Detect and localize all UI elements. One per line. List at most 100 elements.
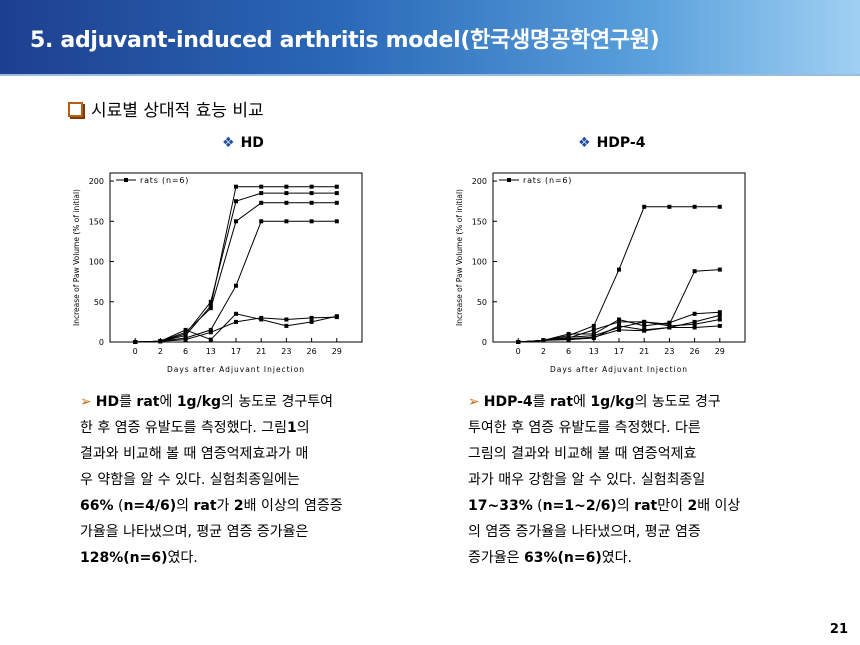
data-point [234, 219, 238, 224]
x-axis-label: Days after Adjuvant Injection [167, 365, 305, 374]
data-point [717, 317, 722, 322]
description-line: 우 약함을 알 수 있다. 실험최종일에는 [80, 472, 300, 488]
data-point [334, 315, 339, 320]
y-axis-label: Increase of Paw Volume (% of initial) [455, 189, 464, 326]
x-tick-label: 13 [589, 347, 599, 356]
data-point [309, 184, 314, 189]
section-heading: 시료별 상대적 효능 비교 [68, 96, 264, 121]
diamond-bullet-icon: ❖ [222, 135, 235, 151]
chart-caption-label: HD [240, 135, 264, 151]
data-point [208, 306, 213, 311]
data-point [717, 323, 722, 328]
data-point [717, 310, 722, 315]
x-tick-label: 23 [281, 347, 291, 356]
data-point [566, 332, 571, 336]
data-point [158, 339, 163, 344]
chart-hd: 0 50 100 150 200 0 2 6 13 17 21 23 26 29 Days after Ad… [70, 165, 370, 380]
y-tick-label: 0 [482, 338, 487, 347]
chart-caption-hd: ❖ HD [222, 135, 264, 151]
data-point [541, 338, 546, 343]
x-tick-label: 13 [206, 347, 216, 356]
data-point [309, 219, 314, 224]
description-hdp4: ➢ HDP-4를 rat에 1g/kg의 농도로 경구 투여한 후 염증 유발도를 … [468, 389, 798, 571]
data-point [259, 191, 264, 196]
data-point [591, 335, 596, 340]
slide-title: 5. adjuvant-induced arthritis model(한국생명… [30, 28, 660, 53]
data-point [642, 204, 647, 209]
data-point [667, 204, 672, 209]
legend-marker [124, 178, 128, 182]
description-line: 과가 매우 강함을 알 수 있다. 실험최종일 [468, 472, 706, 488]
legend-label: rats (n=6) [140, 176, 189, 185]
y-tick-label: 200 [472, 177, 487, 186]
data-point [234, 319, 238, 324]
data-point [334, 219, 339, 224]
data-point [566, 336, 571, 341]
section-title: 시료별 상대적 효능 비교 [91, 101, 264, 121]
data-point [642, 319, 647, 324]
plot-frame [109, 172, 363, 343]
data-point [183, 330, 188, 335]
data-point [667, 320, 672, 325]
x-tick-label: 21 [256, 347, 266, 356]
data-point [259, 184, 264, 189]
x-tick-label: 23 [664, 347, 674, 356]
data-point [234, 283, 238, 288]
data-point [208, 299, 213, 304]
data-point [692, 319, 697, 324]
data-point [208, 327, 213, 332]
data-point [334, 184, 339, 189]
arrow-bullet-icon: ➢ [80, 394, 92, 410]
data-point [259, 315, 264, 320]
x-tick-label: 0 [133, 347, 138, 356]
description-line: 그림의 결과와 비교해 볼 때 염증억제효 [468, 446, 697, 462]
data-point [234, 184, 238, 189]
data-point [617, 267, 621, 272]
data-point [591, 327, 596, 332]
data-point [183, 337, 188, 342]
data-point [208, 330, 213, 335]
y-tick-label: 200 [89, 177, 104, 186]
y-tick-label: 150 [89, 217, 104, 226]
x-tick-label: 17 [231, 347, 241, 356]
data-point [309, 315, 314, 320]
data-point [692, 322, 697, 327]
description-line: 결과와 비교해 볼 때 염증억제효과가 매 [80, 446, 309, 462]
data-point [284, 184, 289, 189]
description-line: ➢ HDP-4를 rat에 1g/kg의 농도로 경구 [468, 394, 721, 410]
y-tick-label: 0 [99, 338, 104, 347]
header-divider [0, 74, 860, 76]
data-point [617, 317, 621, 322]
data-point [208, 337, 213, 342]
data-point [692, 325, 697, 330]
y-axis-label: Increase of Paw Volume (% of initial) [72, 189, 81, 326]
x-tick-label: 0 [516, 347, 521, 356]
data-point [717, 313, 722, 318]
data-point [284, 323, 289, 328]
data-point [617, 325, 621, 330]
data-point [284, 219, 289, 224]
x-tick-label: 6 [183, 347, 188, 356]
data-point [259, 219, 264, 224]
plot-frame [492, 172, 746, 343]
x-tick-label: 17 [614, 347, 624, 356]
description-hd: ➢ HD를 rat에 1g/kg의 농도로 경구투여 한 후 염증 유발도를 측정했… [80, 389, 410, 571]
x-tick-label: 29 [715, 347, 725, 356]
data-point [133, 340, 138, 344]
x-tick-label: 6 [566, 347, 571, 356]
data-point [309, 200, 314, 205]
description-line: 128%(n=6)였다. [80, 550, 198, 566]
data-point [642, 328, 647, 333]
description-line: 가율을 나타냈으며, 평균 염증 증가율은 [80, 524, 309, 540]
data-point [309, 319, 314, 324]
legend-marker [507, 178, 511, 182]
data-point [183, 327, 188, 332]
chart-caption-hdp4: ❖ HDP-4 [578, 135, 645, 151]
data-point [284, 317, 289, 322]
x-tick-label: 2 [541, 347, 546, 356]
data-point [717, 267, 722, 272]
data-point [208, 303, 213, 308]
y-tick-label: 50 [477, 298, 487, 307]
